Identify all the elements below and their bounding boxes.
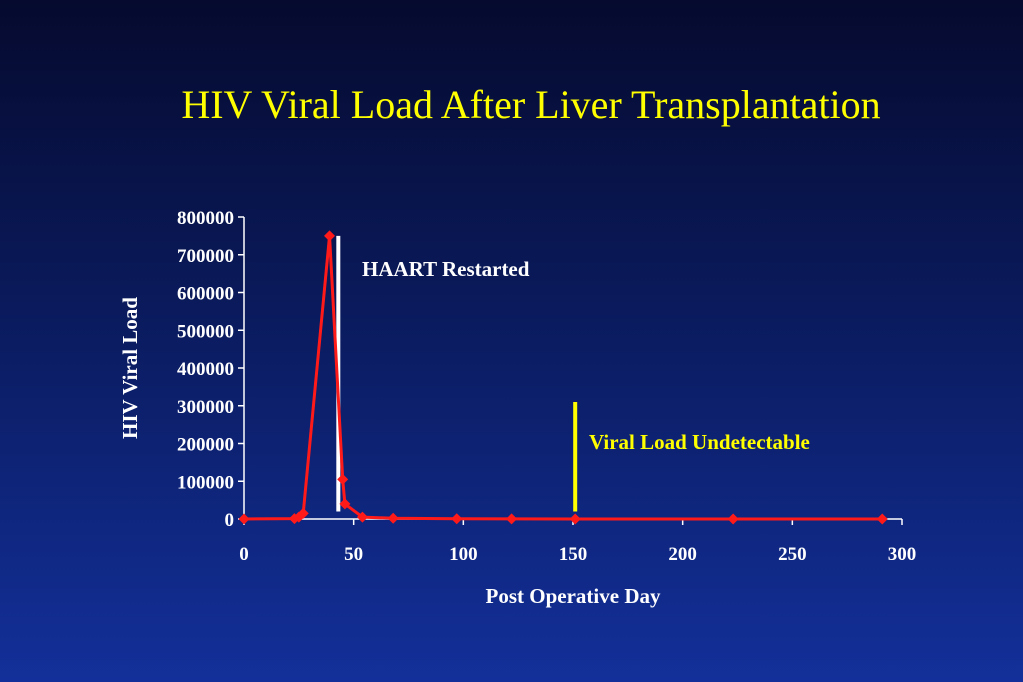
data-point xyxy=(356,511,368,523)
data-point xyxy=(324,230,336,242)
x-tick-label: 200 xyxy=(668,544,697,565)
data-point xyxy=(876,513,888,525)
y-tick-label: 300000 xyxy=(177,397,234,418)
x-tick-label: 250 xyxy=(778,544,807,565)
data-point xyxy=(451,513,463,525)
y-tick-label: 800000 xyxy=(177,208,234,229)
y-tick-label: 600000 xyxy=(177,284,234,305)
data-point xyxy=(337,473,349,485)
y-tick-label: 500000 xyxy=(177,321,234,342)
data-point xyxy=(238,513,250,525)
y-tick-label: 100000 xyxy=(177,472,234,493)
annotations: HAART Restarted Viral Load Undetectable xyxy=(336,235,810,512)
x-tick-label: 300 xyxy=(888,544,917,565)
y-tick-label: 700000 xyxy=(177,246,234,267)
annotation-label: Viral Load Undetectable xyxy=(589,430,810,454)
x-tick-label: 150 xyxy=(559,544,588,565)
data-point xyxy=(506,513,518,525)
y-tick-label: 400000 xyxy=(177,359,234,380)
data-point xyxy=(297,507,309,519)
y-tick-label: 200000 xyxy=(177,435,234,456)
x-tick-label: 50 xyxy=(344,544,363,565)
annotation-label: HAART Restarted xyxy=(362,257,530,281)
data-point xyxy=(387,512,399,524)
chart-title: HIV Viral Load After Liver Transplantati… xyxy=(181,82,880,127)
data-point xyxy=(727,513,739,525)
x-tick-label: 100 xyxy=(449,544,478,565)
series xyxy=(238,230,888,525)
x-tick-label: 0 xyxy=(239,544,249,565)
data-point xyxy=(569,513,581,525)
data-point xyxy=(339,498,351,510)
x-axis-label: Post Operative Day xyxy=(486,584,661,608)
axes: 0 100000 200000 300000 400000 500000 600000 700… xyxy=(177,208,916,565)
y-axis-label: HIV Viral Load xyxy=(118,297,142,439)
y-tick-label: 0 xyxy=(225,510,235,531)
